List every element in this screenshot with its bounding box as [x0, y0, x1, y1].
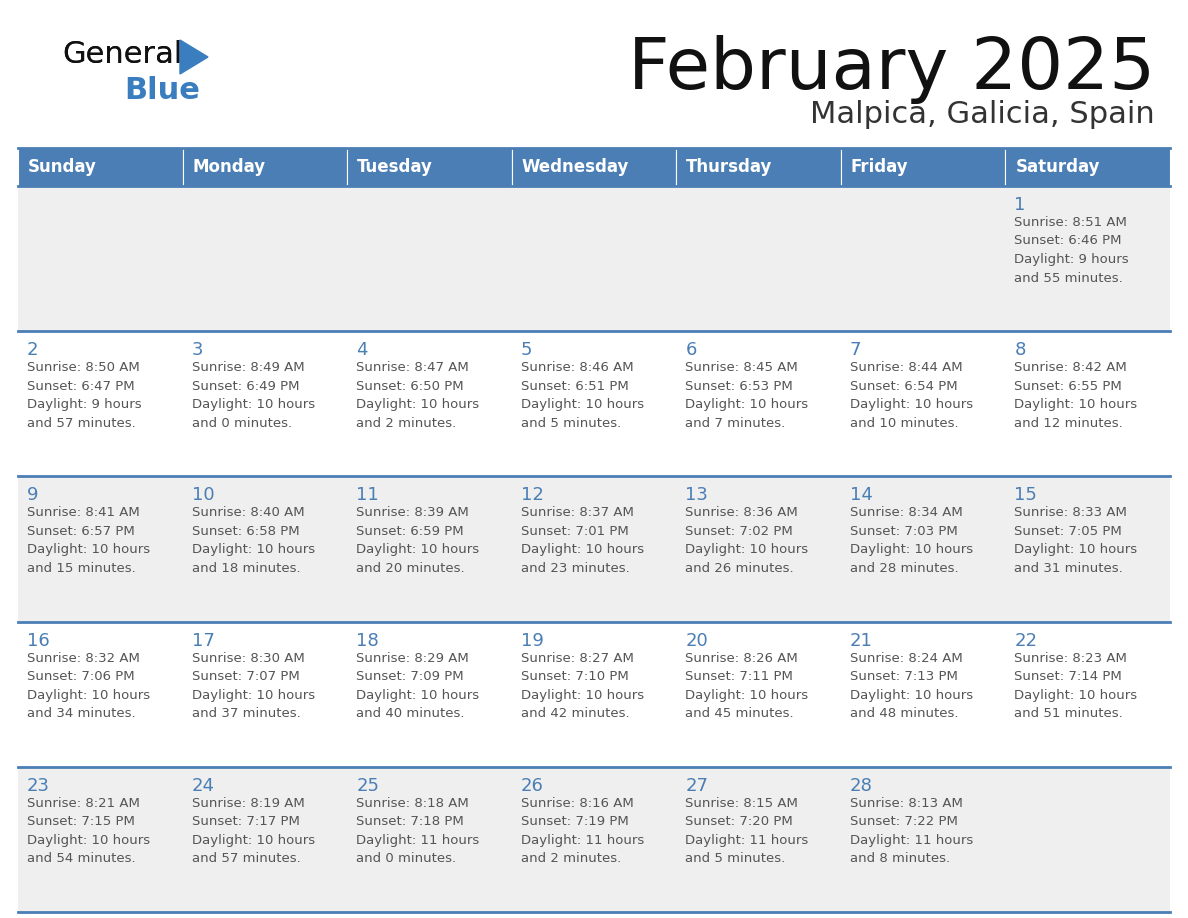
Text: 9: 9	[27, 487, 38, 504]
Text: Sunrise: 8:30 AM
Sunset: 7:07 PM
Daylight: 10 hours
and 37 minutes.: Sunrise: 8:30 AM Sunset: 7:07 PM Dayligh…	[191, 652, 315, 720]
Bar	[347, 148, 512, 186]
Text: Wednesday: Wednesday	[522, 158, 630, 176]
Text: Sunrise: 8:26 AM
Sunset: 7:11 PM
Daylight: 10 hours
and 45 minutes.: Sunrise: 8:26 AM Sunset: 7:11 PM Dayligh…	[685, 652, 808, 720]
Text: 2: 2	[27, 341, 38, 359]
Text: Sunrise: 8:45 AM
Sunset: 6:53 PM
Daylight: 10 hours
and 7 minutes.: Sunrise: 8:45 AM Sunset: 6:53 PM Dayligh…	[685, 361, 808, 430]
Text: Sunrise: 8:18 AM
Sunset: 7:18 PM
Daylight: 11 hours
and 0 minutes.: Sunrise: 8:18 AM Sunset: 7:18 PM Dayligh…	[356, 797, 480, 866]
Text: 28: 28	[849, 777, 873, 795]
Bar	[18, 767, 1170, 912]
Text: Sunrise: 8:51 AM
Sunset: 6:46 PM
Daylight: 9 hours
and 55 minutes.: Sunrise: 8:51 AM Sunset: 6:46 PM Dayligh…	[1015, 216, 1129, 285]
Text: 1: 1	[1015, 196, 1025, 214]
Text: Sunrise: 8:33 AM
Sunset: 7:05 PM
Daylight: 10 hours
and 31 minutes.: Sunrise: 8:33 AM Sunset: 7:05 PM Dayligh…	[1015, 507, 1138, 575]
Text: Sunrise: 8:16 AM
Sunset: 7:19 PM
Daylight: 11 hours
and 2 minutes.: Sunrise: 8:16 AM Sunset: 7:19 PM Dayligh…	[520, 797, 644, 866]
Text: 3: 3	[191, 341, 203, 359]
Bar	[18, 621, 1170, 767]
Text: 12: 12	[520, 487, 544, 504]
Text: Sunrise: 8:46 AM
Sunset: 6:51 PM
Daylight: 10 hours
and 5 minutes.: Sunrise: 8:46 AM Sunset: 6:51 PM Dayligh…	[520, 361, 644, 430]
Text: Sunday: Sunday	[29, 158, 97, 176]
Text: 17: 17	[191, 632, 215, 650]
Text: Sunrise: 8:13 AM
Sunset: 7:22 PM
Daylight: 11 hours
and 8 minutes.: Sunrise: 8:13 AM Sunset: 7:22 PM Dayligh…	[849, 797, 973, 866]
Text: February 2025: February 2025	[627, 35, 1155, 104]
Text: Sunrise: 8:27 AM
Sunset: 7:10 PM
Daylight: 10 hours
and 42 minutes.: Sunrise: 8:27 AM Sunset: 7:10 PM Dayligh…	[520, 652, 644, 720]
Text: Sunrise: 8:44 AM
Sunset: 6:54 PM
Daylight: 10 hours
and 10 minutes.: Sunrise: 8:44 AM Sunset: 6:54 PM Dayligh…	[849, 361, 973, 430]
Text: Saturday: Saturday	[1016, 158, 1100, 176]
Bar	[1005, 148, 1170, 186]
Text: Sunrise: 8:29 AM
Sunset: 7:09 PM
Daylight: 10 hours
and 40 minutes.: Sunrise: 8:29 AM Sunset: 7:09 PM Dayligh…	[356, 652, 479, 720]
Bar	[676, 148, 841, 186]
Text: General: General	[62, 40, 183, 69]
Text: Sunrise: 8:24 AM
Sunset: 7:13 PM
Daylight: 10 hours
and 48 minutes.: Sunrise: 8:24 AM Sunset: 7:13 PM Dayligh…	[849, 652, 973, 720]
Text: Sunrise: 8:21 AM
Sunset: 7:15 PM
Daylight: 10 hours
and 54 minutes.: Sunrise: 8:21 AM Sunset: 7:15 PM Dayligh…	[27, 797, 150, 866]
Text: General: General	[62, 40, 183, 69]
Text: Sunrise: 8:47 AM
Sunset: 6:50 PM
Daylight: 10 hours
and 2 minutes.: Sunrise: 8:47 AM Sunset: 6:50 PM Dayligh…	[356, 361, 479, 430]
Text: Sunrise: 8:23 AM
Sunset: 7:14 PM
Daylight: 10 hours
and 51 minutes.: Sunrise: 8:23 AM Sunset: 7:14 PM Dayligh…	[1015, 652, 1138, 720]
Text: Sunrise: 8:40 AM
Sunset: 6:58 PM
Daylight: 10 hours
and 18 minutes.: Sunrise: 8:40 AM Sunset: 6:58 PM Dayligh…	[191, 507, 315, 575]
Bar	[18, 148, 183, 186]
Text: Monday: Monday	[192, 158, 266, 176]
Polygon shape	[181, 40, 208, 74]
Text: 6: 6	[685, 341, 696, 359]
Text: 20: 20	[685, 632, 708, 650]
Text: Tuesday: Tuesday	[358, 158, 432, 176]
Text: 10: 10	[191, 487, 214, 504]
Text: Sunrise: 8:34 AM
Sunset: 7:03 PM
Daylight: 10 hours
and 28 minutes.: Sunrise: 8:34 AM Sunset: 7:03 PM Dayligh…	[849, 507, 973, 575]
Bar	[512, 148, 676, 186]
Text: 15: 15	[1015, 487, 1037, 504]
Text: Sunrise: 8:32 AM
Sunset: 7:06 PM
Daylight: 10 hours
and 34 minutes.: Sunrise: 8:32 AM Sunset: 7:06 PM Dayligh…	[27, 652, 150, 720]
Text: 21: 21	[849, 632, 873, 650]
Text: Sunrise: 8:49 AM
Sunset: 6:49 PM
Daylight: 10 hours
and 0 minutes.: Sunrise: 8:49 AM Sunset: 6:49 PM Dayligh…	[191, 361, 315, 430]
Text: Malpica, Galicia, Spain: Malpica, Galicia, Spain	[810, 100, 1155, 129]
Text: 23: 23	[27, 777, 50, 795]
Text: Sunrise: 8:19 AM
Sunset: 7:17 PM
Daylight: 10 hours
and 57 minutes.: Sunrise: 8:19 AM Sunset: 7:17 PM Dayligh…	[191, 797, 315, 866]
Text: Sunrise: 8:39 AM
Sunset: 6:59 PM
Daylight: 10 hours
and 20 minutes.: Sunrise: 8:39 AM Sunset: 6:59 PM Dayligh…	[356, 507, 479, 575]
Text: Sunrise: 8:36 AM
Sunset: 7:02 PM
Daylight: 10 hours
and 26 minutes.: Sunrise: 8:36 AM Sunset: 7:02 PM Dayligh…	[685, 507, 808, 575]
Text: Sunrise: 8:37 AM
Sunset: 7:01 PM
Daylight: 10 hours
and 23 minutes.: Sunrise: 8:37 AM Sunset: 7:01 PM Dayligh…	[520, 507, 644, 575]
Text: 19: 19	[520, 632, 544, 650]
Bar	[18, 476, 1170, 621]
Text: Sunrise: 8:15 AM
Sunset: 7:20 PM
Daylight: 11 hours
and 5 minutes.: Sunrise: 8:15 AM Sunset: 7:20 PM Dayligh…	[685, 797, 809, 866]
Bar	[183, 148, 347, 186]
Text: Friday: Friday	[851, 158, 909, 176]
Text: 5: 5	[520, 341, 532, 359]
Text: Sunrise: 8:41 AM
Sunset: 6:57 PM
Daylight: 10 hours
and 15 minutes.: Sunrise: 8:41 AM Sunset: 6:57 PM Dayligh…	[27, 507, 150, 575]
Text: 8: 8	[1015, 341, 1025, 359]
Bar	[18, 186, 1170, 331]
Text: 25: 25	[356, 777, 379, 795]
Text: Blue: Blue	[124, 76, 200, 105]
Text: 26: 26	[520, 777, 544, 795]
Text: 18: 18	[356, 632, 379, 650]
Text: 13: 13	[685, 487, 708, 504]
Text: 4: 4	[356, 341, 367, 359]
Text: Sunrise: 8:50 AM
Sunset: 6:47 PM
Daylight: 9 hours
and 57 minutes.: Sunrise: 8:50 AM Sunset: 6:47 PM Dayligh…	[27, 361, 141, 430]
Text: 11: 11	[356, 487, 379, 504]
Text: 22: 22	[1015, 632, 1037, 650]
Bar	[18, 331, 1170, 476]
Text: 27: 27	[685, 777, 708, 795]
Text: Sunrise: 8:42 AM
Sunset: 6:55 PM
Daylight: 10 hours
and 12 minutes.: Sunrise: 8:42 AM Sunset: 6:55 PM Dayligh…	[1015, 361, 1138, 430]
Text: 16: 16	[27, 632, 50, 650]
Bar	[841, 148, 1005, 186]
Text: 7: 7	[849, 341, 861, 359]
Text: Thursday: Thursday	[687, 158, 772, 176]
Text: 14: 14	[849, 487, 873, 504]
Text: 24: 24	[191, 777, 215, 795]
